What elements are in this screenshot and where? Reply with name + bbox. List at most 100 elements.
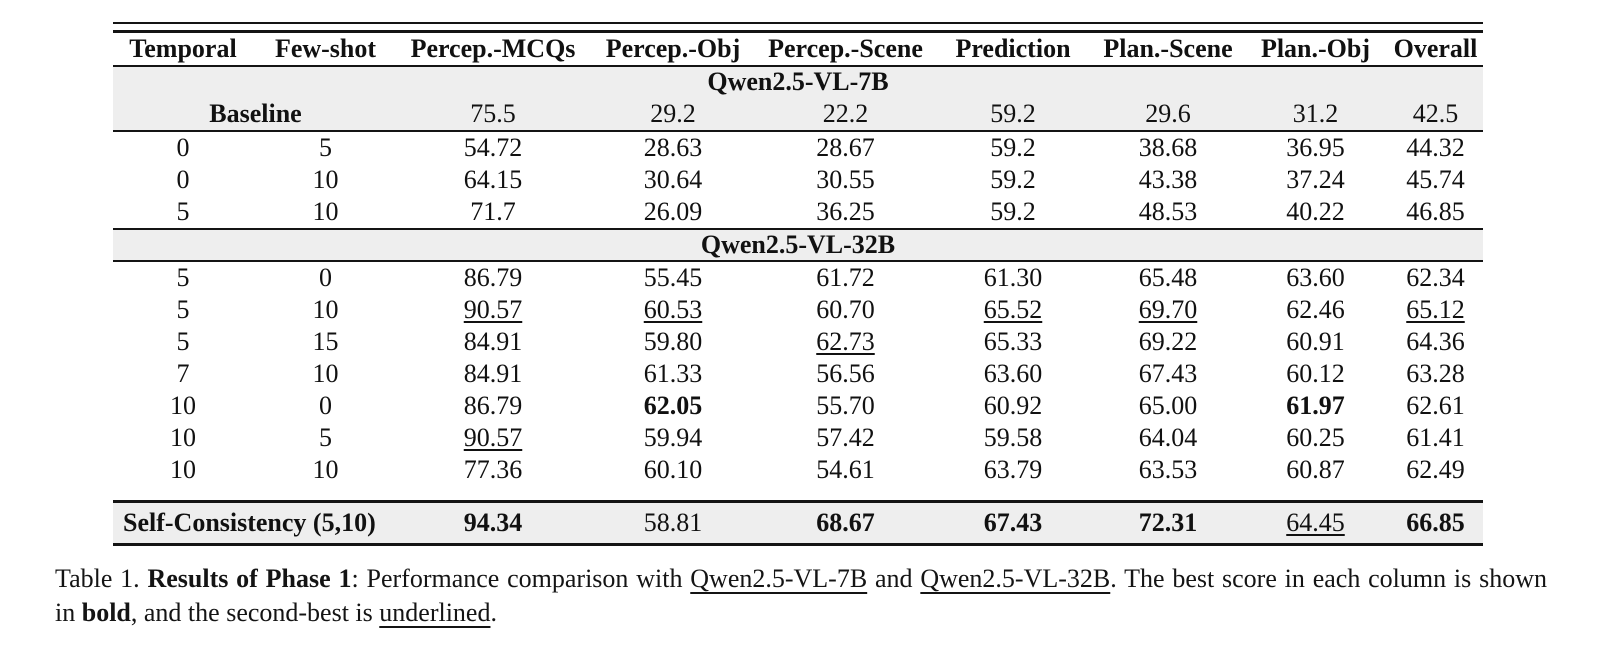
value-cell: 44.32 (1406, 133, 1465, 162)
column-header-row: Temporal Few-shot Percep.-MCQs Percep.-Obj P… (113, 31, 1483, 67)
value-cell: 68.67 (758, 500, 933, 545)
value-cell: 90.57 (463, 295, 523, 324)
value-cell: 5 (319, 133, 332, 162)
value-cell: 10 (312, 359, 339, 388)
value-cell: 62.05 (643, 391, 703, 420)
value-cell: 30.55 (816, 165, 875, 194)
value-cell: 63.53 (1138, 455, 1198, 484)
value-cell: 69.22 (1138, 327, 1198, 356)
caption-seg1: : Performance comparison with (351, 564, 691, 593)
value-cell: 10 (312, 455, 339, 484)
row-7b-0-5: 0 5 54.72 28.63 28.67 59.2 38.68 36.95 44.32 (113, 131, 1483, 164)
value-cell: 62.46 (1286, 295, 1345, 324)
value-cell: 55.70 (816, 391, 875, 420)
value-cell: 58.81 (588, 500, 758, 545)
value-cell: 63.60 (983, 359, 1043, 388)
value-cell: 31.2 (1243, 97, 1388, 132)
row-label-cell: Qwen2.5-VL-7B (113, 66, 1483, 97)
spacer-cell (113, 486, 1483, 502)
value-cell: 60.92 (983, 391, 1043, 420)
value-cell: 10 (253, 196, 398, 230)
value-cell: 59.2 (990, 165, 1036, 194)
value-cell: 26.09 (588, 196, 758, 230)
value-cell: 65.52 (983, 295, 1043, 324)
value-cell: 5 (113, 196, 253, 230)
row-label-cell: Qwen2.5-VL-32B (113, 229, 1483, 262)
value-cell: 40.22 (1243, 196, 1388, 230)
caption-bold-word: bold (81, 597, 131, 627)
value-cell: 67.43 (933, 500, 1093, 545)
caption-underlined-word: underlined (379, 597, 491, 627)
column-header: Temporal (113, 31, 253, 67)
row-32b-5-10: 5 10 90.57 60.53 60.70 65.52 69.70 62.46 65.12 (113, 294, 1483, 326)
column-header: Percep.-Scene (758, 31, 933, 67)
value-cell: 59.58 (983, 423, 1043, 452)
caption-model-32b: Qwen2.5-VL-32B (920, 564, 1111, 593)
caption-title: Results of Phase 1 (147, 564, 352, 593)
value-cell: 69.70 (1138, 295, 1198, 324)
column-header: Percep.-Obj (588, 31, 758, 67)
table-top-rule (113, 22, 1483, 24)
spacer-row (113, 486, 1483, 502)
value-cell: 63.60 (1286, 263, 1345, 292)
value-cell: 5 (176, 263, 190, 292)
caption-seg3: . The best score in each column is shown… (55, 564, 1547, 627)
value-cell: 94.34 (398, 500, 588, 545)
column-header: Plan.-Scene (1093, 31, 1243, 67)
caption-seg5: . (490, 597, 497, 627)
value-cell: 46.85 (1388, 196, 1483, 230)
value-cell: 61.72 (816, 263, 875, 292)
value-cell: 10 (170, 391, 196, 420)
value-cell: 28.67 (816, 133, 875, 162)
results-table: Temporal Few-shot Percep.-MCQs Percep.-Obj P… (113, 30, 1483, 546)
value-cell: 37.24 (1286, 165, 1345, 194)
value-cell: 59.2 (933, 97, 1093, 132)
value-cell: 65.00 (1138, 391, 1198, 420)
value-cell: 65.12 (1406, 295, 1465, 324)
value-cell: 28.63 (643, 133, 703, 162)
row-7b-0-10: 0 10 64.15 30.64 30.55 59.2 43.38 37.24 45.74 (113, 164, 1483, 196)
value-cell: 29.2 (588, 97, 758, 132)
value-cell: 60.70 (816, 295, 875, 324)
value-cell: 5 (176, 295, 190, 324)
baseline-row: Baseline 75.5 29.2 22.2 59.2 29.6 31.2 42.5 (113, 97, 1483, 132)
column-header: Overall (1388, 31, 1483, 67)
row-32b-5-15: 5 15 84.91 59.80 62.73 65.33 69.22 60.91 64.36 (113, 326, 1483, 358)
value-cell: 63.79 (983, 455, 1043, 484)
value-cell: 43.38 (1138, 165, 1198, 194)
value-cell: 0 (176, 165, 190, 194)
caption-seg2: and (867, 564, 921, 593)
value-cell: 36.95 (1286, 133, 1345, 162)
value-cell: 5 (176, 327, 190, 356)
value-cell: 0 (319, 391, 332, 420)
column-header: Prediction (933, 31, 1093, 67)
value-cell: 59.2 (990, 133, 1036, 162)
table-body: Qwen2.5-VL-7B Baseline 75.5 29.2 22.2 59.2 29.… (113, 66, 1483, 545)
value-cell: 77.36 (463, 455, 523, 484)
value-cell: 65.48 (1138, 263, 1198, 292)
value-cell: 0 (319, 263, 332, 292)
value-cell: 64.15 (463, 165, 523, 194)
row-label-cell: Self-Consistency (5,10) (113, 500, 398, 545)
value-cell: 61.30 (983, 263, 1043, 292)
row-32b-10-10: 10 10 77.36 60.10 54.61 63.79 63.53 60.87 62.49 (113, 454, 1483, 486)
value-cell: 86.79 (463, 263, 523, 292)
value-cell: 61.33 (643, 359, 703, 388)
value-cell: 5 (319, 423, 332, 452)
value-cell: 63.28 (1406, 359, 1465, 388)
value-cell: 61.41 (1406, 423, 1465, 452)
value-cell: 60.91 (1286, 327, 1345, 356)
value-cell: 67.43 (1138, 359, 1198, 388)
self-consistency-row: Self-Consistency (5,10) 94.34 58.81 68.67 67… (113, 500, 1483, 545)
value-cell: 38.68 (1138, 133, 1198, 162)
caption-label: Table 1. (55, 564, 148, 593)
results-table-wrap: Temporal Few-shot Percep.-MCQs Percep.-Obj P… (113, 22, 1483, 546)
value-cell: 62.73 (816, 327, 875, 356)
table-caption: Table 1. Results of Phase 1: Performance… (55, 562, 1547, 629)
value-cell: 10 (312, 165, 339, 194)
value-cell: 59.94 (643, 423, 703, 452)
value-cell: 84.91 (463, 359, 523, 388)
column-header: Percep.-MCQs (398, 31, 588, 67)
value-cell: 59.80 (643, 327, 703, 356)
value-cell: 10 (170, 423, 196, 452)
